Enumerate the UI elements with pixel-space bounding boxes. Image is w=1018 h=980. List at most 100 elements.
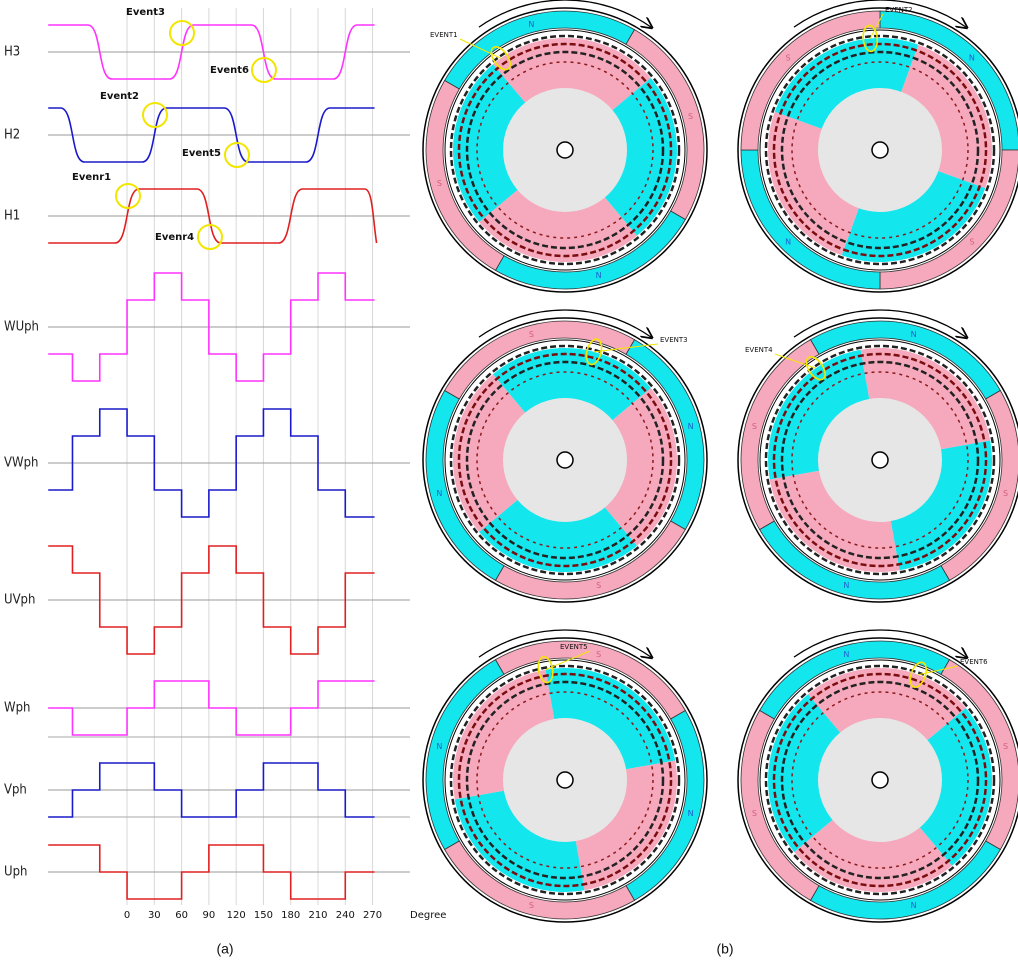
signal-label: Uph (4, 865, 27, 880)
motor: N S N S EVENT5 (422, 629, 708, 923)
winding (791, 61, 969, 239)
pole-label: N (528, 20, 534, 29)
x-axis-label: Degree (410, 910, 446, 921)
pole-label: S (1003, 489, 1008, 498)
pole-label: S (596, 581, 601, 590)
event-label: Event5 (182, 148, 221, 159)
rotor-sector (454, 789, 585, 892)
winding (476, 61, 654, 239)
winding (772, 352, 988, 568)
pole-label: N (785, 237, 791, 246)
signal-label: Vph (4, 783, 27, 798)
rotor-sector (774, 38, 919, 132)
magnet (740, 339, 820, 531)
waveform (48, 762, 375, 818)
winding (449, 34, 681, 266)
pole-label: S (529, 330, 534, 339)
winding (465, 680, 665, 880)
motor-panel: N S N S EVENT1 N S N S EVENT2 N S N S EVENT3 N S N S EVENT4… (422, 0, 1018, 923)
rotation-arrow (478, 629, 651, 657)
waveform (48, 844, 375, 900)
pole-label: S (752, 422, 757, 431)
event-label: EVENT4 (745, 346, 773, 354)
event-label: Event2 (100, 91, 139, 102)
magnet (444, 320, 636, 400)
event-label: EVENT6 (960, 658, 988, 666)
waveform (48, 545, 375, 655)
rotation-arrow (478, 309, 651, 337)
rotation-arrow (793, 629, 966, 657)
winding (457, 672, 673, 888)
pole-label: N (843, 581, 849, 590)
rotor-sector (889, 440, 992, 571)
event-marker (197, 224, 223, 250)
pole-label: N (911, 330, 917, 339)
winding (457, 352, 673, 568)
pole-label: N (688, 422, 694, 431)
shaft (871, 771, 889, 789)
pole-label: S (752, 809, 757, 818)
event-marker (537, 656, 554, 684)
waveform (48, 680, 375, 736)
signal-label: VWph (4, 456, 38, 471)
event-marker (115, 183, 141, 209)
winding (780, 360, 980, 560)
pole-label: N (436, 489, 442, 498)
event-marker (909, 661, 928, 689)
event-label: EVENT1 (430, 31, 458, 39)
event-leader (869, 13, 884, 39)
signal-label: H1 (4, 209, 20, 224)
rotation-arrow (793, 0, 966, 27)
x-tick-label: 240 (336, 910, 355, 921)
event-marker (142, 102, 168, 128)
shaft (556, 451, 574, 469)
winding (476, 691, 654, 869)
pole-label: S (786, 54, 791, 63)
rotation-arrow (793, 309, 966, 337)
pole-label: N (911, 901, 917, 910)
x-tick-label: 60 (175, 910, 188, 921)
event-leader (545, 650, 591, 671)
rotor-sector (574, 760, 677, 891)
signal-label: UVph (4, 593, 35, 608)
x-tick-label: 0 (124, 910, 130, 921)
caption-a: (a) (216, 941, 233, 957)
pole-label: N (436, 742, 442, 751)
caption-b: (b) (716, 941, 733, 957)
winding (449, 664, 681, 896)
x-tick-label: 30 (148, 910, 161, 921)
winding (476, 371, 654, 549)
magnet (444, 840, 636, 920)
pole-label: N (969, 54, 975, 63)
x-tick-label: 270 (363, 910, 382, 921)
magnet (740, 10, 881, 151)
event-marker (490, 46, 511, 71)
rotor-sector (768, 111, 862, 256)
x-tick-label: 210 (308, 910, 327, 921)
event-label: Event6 (210, 65, 249, 76)
winding (772, 672, 988, 888)
motor: N S N S EVENT1 (422, 0, 708, 293)
shaft (556, 771, 574, 789)
event-marker (224, 142, 250, 168)
winding (465, 50, 665, 250)
pole-label: N (596, 271, 602, 280)
event-label: EVENT2 (885, 6, 913, 14)
rotation-arrow (478, 0, 651, 27)
waveform (48, 272, 375, 382)
winding (764, 664, 996, 896)
winding (791, 371, 969, 549)
event-label: EVENT3 (660, 336, 688, 344)
event-label: EVENT5 (560, 643, 588, 651)
motor: N S N S EVENT3 (422, 309, 708, 603)
waveform (48, 107, 375, 163)
event-leader (774, 353, 816, 369)
event-label: Evenr1 (72, 172, 111, 183)
pole-label: S (437, 179, 442, 188)
signal-label: WUph (4, 320, 39, 335)
event-leader (918, 665, 959, 676)
waveform (48, 24, 375, 80)
motor: N S N S EVENT6 (737, 629, 1018, 923)
event-label: Event3 (126, 7, 165, 18)
